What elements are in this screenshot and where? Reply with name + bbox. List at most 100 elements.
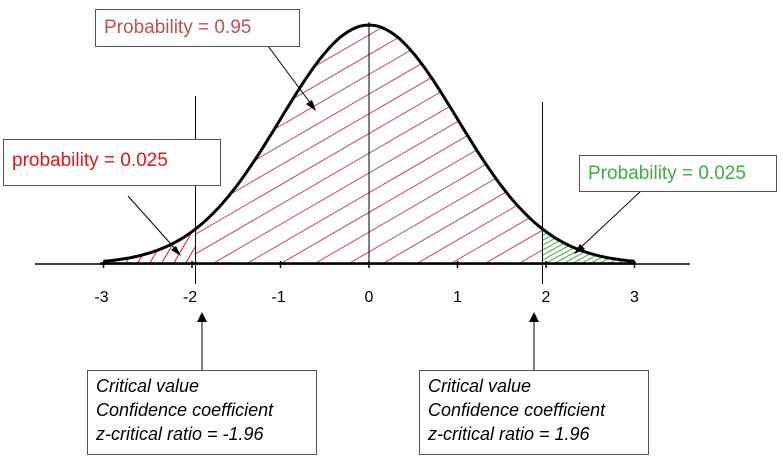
right-hatch-line xyxy=(740,0,783,300)
right-hatch-line xyxy=(542,229,635,264)
normal-curve xyxy=(103,23,635,263)
left-hatch-line xyxy=(692,0,783,300)
left-hatch-line xyxy=(752,0,783,300)
right-hatch-line xyxy=(542,229,635,264)
left-hatch-line xyxy=(644,0,783,300)
right-hatch-line xyxy=(704,0,783,300)
right-hatch-line xyxy=(542,229,635,264)
arrow-left-tail xyxy=(127,195,181,256)
right-hatch-line xyxy=(542,229,635,264)
central-hatch-line xyxy=(319,25,543,264)
right-hatch-line xyxy=(586,229,635,264)
right-hatch-line xyxy=(542,229,635,264)
arrow-crit-left xyxy=(197,312,207,370)
right-hatch-line xyxy=(542,229,635,264)
right-hatch-line xyxy=(542,229,635,264)
left-hatch-line xyxy=(536,0,712,300)
left-hatch-line xyxy=(151,229,196,264)
left-hatch-line xyxy=(332,0,508,300)
x-tick-label: 3 xyxy=(630,289,639,306)
right-hatch-line xyxy=(659,0,783,300)
left-hatch-line xyxy=(476,0,652,300)
central-hatch-line xyxy=(421,25,543,264)
arrow-central xyxy=(267,45,316,111)
critical-box-left: Critical value Confidence coefficient z-… xyxy=(87,370,317,455)
right-hatch-line xyxy=(758,0,783,300)
left-hatch-line xyxy=(548,0,724,300)
left-hatch-line xyxy=(584,0,760,300)
right-hatch-line xyxy=(668,0,783,300)
right-hatch-line xyxy=(622,229,635,264)
right-hatch-line xyxy=(542,229,635,264)
critical-box-left-line2: Confidence coefficient xyxy=(96,400,274,420)
right-hatch-line xyxy=(613,229,635,264)
left-hatch-line xyxy=(656,0,783,300)
left-hatch-line xyxy=(524,0,700,300)
x-tick-label: -2 xyxy=(183,289,197,306)
right-hatch-line xyxy=(713,0,783,300)
critical-box-right-line2: Confidence coefficient xyxy=(428,400,606,420)
central-hatch-line xyxy=(455,25,543,264)
x-axis-ticks: -3 -2 -1 0 1 2 3 xyxy=(94,261,639,306)
x-tick-label: -1 xyxy=(271,289,285,306)
left-hatch-line xyxy=(716,0,783,300)
left-hatch-line xyxy=(296,0,472,300)
right-hatch-line xyxy=(542,229,635,264)
right-hatch-line xyxy=(550,229,635,264)
right-hatch-line xyxy=(542,229,635,264)
callout-left-tail-text: probability = 0.025 xyxy=(12,150,168,171)
left-hatch-line xyxy=(452,0,628,300)
central-hatch-line xyxy=(626,0,783,300)
right-hatch-line xyxy=(695,0,783,300)
right-hatch-line xyxy=(542,229,635,264)
right-hatch-line xyxy=(542,229,635,264)
right-hatch-line xyxy=(577,229,635,264)
right-hatch-line xyxy=(542,229,635,264)
left-hatch-line xyxy=(308,0,484,300)
arrow-right-tail xyxy=(574,189,643,254)
critical-box-left-line1: Critical value xyxy=(96,376,200,396)
left-hatch-line xyxy=(404,0,580,300)
right-hatch-line xyxy=(650,0,783,300)
right-hatch-line xyxy=(641,0,783,300)
left-hatch-line xyxy=(596,0,772,300)
right-hatch-line xyxy=(631,229,635,264)
left-hatch-line xyxy=(488,0,664,300)
right-hatch-line xyxy=(542,229,635,264)
right-hatch-line xyxy=(595,229,635,264)
left-hatch-line xyxy=(776,0,783,300)
right-hatch-line xyxy=(731,0,783,300)
right-hatch-line xyxy=(542,229,635,264)
x-tick-label: -3 xyxy=(94,289,108,306)
right-hatch-line xyxy=(542,229,635,264)
central-hatch-line xyxy=(195,25,543,264)
central-hatch-line xyxy=(195,25,543,264)
left-hatch-line xyxy=(139,229,196,264)
left-hatch-line xyxy=(356,0,532,300)
arrow-crit-right xyxy=(529,312,539,370)
right-hatch-line xyxy=(776,0,783,300)
critical-box-right: Critical value Confidence coefficient z-… xyxy=(419,370,649,455)
right-hatch-line xyxy=(542,229,635,264)
central-hatch-line xyxy=(285,25,543,264)
right-hatch-line xyxy=(542,229,635,264)
x-tick-label: 2 xyxy=(542,289,551,306)
central-hatch-line xyxy=(195,25,543,264)
central-hatch-line xyxy=(523,25,543,264)
callout-right-tail-probability: Probability = 0.025 xyxy=(579,155,777,192)
right-hatch-line xyxy=(722,0,783,300)
x-tick-label: 0 xyxy=(365,289,374,306)
central-hatch-line xyxy=(694,0,783,300)
x-tick-label: 1 xyxy=(453,289,462,306)
right-hatch-line xyxy=(542,229,635,264)
callout-central-text: Probability = 0.95 xyxy=(104,17,252,38)
right-hatch-line xyxy=(542,229,635,264)
left-hatch-line xyxy=(704,0,783,300)
left-hatch-line xyxy=(608,0,783,300)
right-hatch-line xyxy=(542,229,635,264)
critical-box-left-line3: z-critical ratio = -1.96 xyxy=(96,424,264,444)
left-hatch-line xyxy=(680,0,783,300)
central-hatch-line xyxy=(251,25,543,264)
central-hatch-line xyxy=(195,25,430,264)
